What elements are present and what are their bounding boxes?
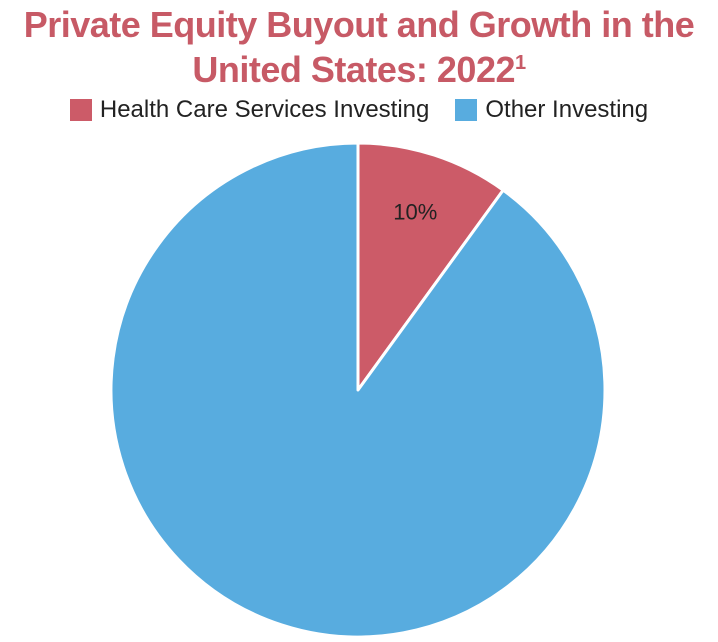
legend-swatch-other [455,99,478,121]
pie-slice-other-investing [109,141,607,639]
chart-title-line-2-text: United States: 2022 [192,49,515,90]
legend-item-other: Other Investing [455,96,648,124]
chart-legend: Health Care Services Investing Other Inv… [0,96,718,124]
title-footnote-marker: 1 [515,52,526,74]
chart-title-line-2: United States: 20221 [0,47,718,92]
legend-label-health-care: Health Care Services Investing [99,96,430,123]
legend-item-health-care: Health Care Services Investing [69,96,430,124]
pie-slice-label-health-care-services-investing: 10% [393,200,437,225]
pie-slice-health-care-services-investing [356,141,505,392]
legend-label-other: Other Investing [485,96,649,123]
chart-title-line-1: Private Equity Buyout and Growth in the [23,4,695,45]
chart-title: Private Equity Buyout and Growth in the … [0,2,718,92]
legend-swatch-health-care [69,99,92,121]
